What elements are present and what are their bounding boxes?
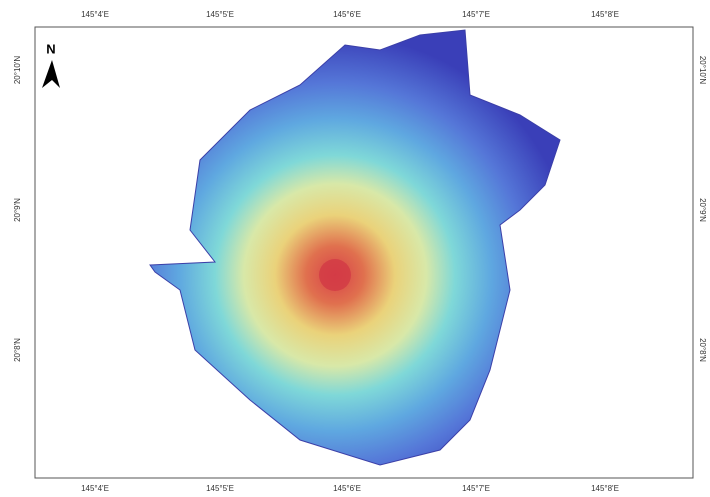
latitude-label: 20°9'N xyxy=(13,198,22,222)
longitude-label: 145°8'E xyxy=(591,10,619,19)
latitude-label: 20°9'N xyxy=(698,198,707,222)
longitude-label: 145°8'E xyxy=(591,484,619,493)
latitude-label: 20°10'N xyxy=(698,56,707,85)
longitude-label: 145°7'E xyxy=(462,484,490,493)
graticule-labels: 145°4'E 145°4'E 145°5'E 145°5'E 145°6'E 145°6… xyxy=(13,10,707,493)
summit xyxy=(319,259,351,291)
longitude-label: 145°5'E xyxy=(206,484,234,493)
latitude-label: 20°8'N xyxy=(698,338,707,362)
latitude-label: 20°8'N xyxy=(13,338,22,362)
longitude-label: 145°5'E xyxy=(206,10,234,19)
longitude-label: 145°4'E xyxy=(81,10,109,19)
longitude-label: 145°7'E xyxy=(462,10,490,19)
latitude-label: 20°10'N xyxy=(13,56,22,85)
north-arrow xyxy=(42,60,60,88)
longitude-label: 145°6'E xyxy=(333,10,361,19)
north-label: N xyxy=(46,41,55,56)
longitude-label: 145°4'E xyxy=(81,484,109,493)
island xyxy=(149,29,561,466)
longitude-label: 145°6'E xyxy=(333,484,361,493)
